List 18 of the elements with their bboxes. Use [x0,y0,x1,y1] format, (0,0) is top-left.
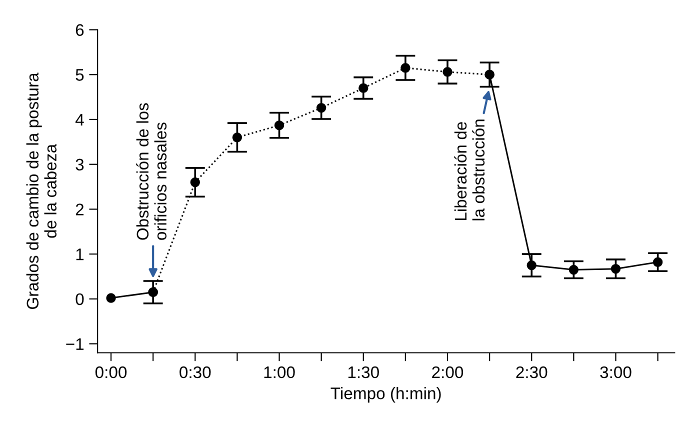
y-tick-label: −1 [66,338,84,350]
y-tick-label: 3 [76,158,84,171]
x-tick-label: 1:00 [264,366,295,378]
y-tick-label: 6 [76,24,84,36]
x-axis-title: Tiempo (h:min) [330,387,441,403]
y-axis-title: Grados de cambio de la postura de la cabeza [26,72,57,309]
y-tick-label: 1 [76,248,84,260]
x-tick-label: 0:30 [180,366,211,378]
x-tick-label: 1:30 [348,366,379,378]
annotation: Liberación de la obstrucción [454,120,485,220]
y-tick-label: 2 [76,204,84,216]
y-tick-label: 4 [75,114,84,126]
x-tick-label: 0:00 [95,366,127,378]
y-tick-label: 5 [76,69,84,81]
x-tick-label: 2:00 [432,366,464,378]
y-tick-label: 0 [76,293,84,306]
x-tick-label: 3:00 [600,366,632,378]
x-tick-label: 2:30 [516,366,548,378]
